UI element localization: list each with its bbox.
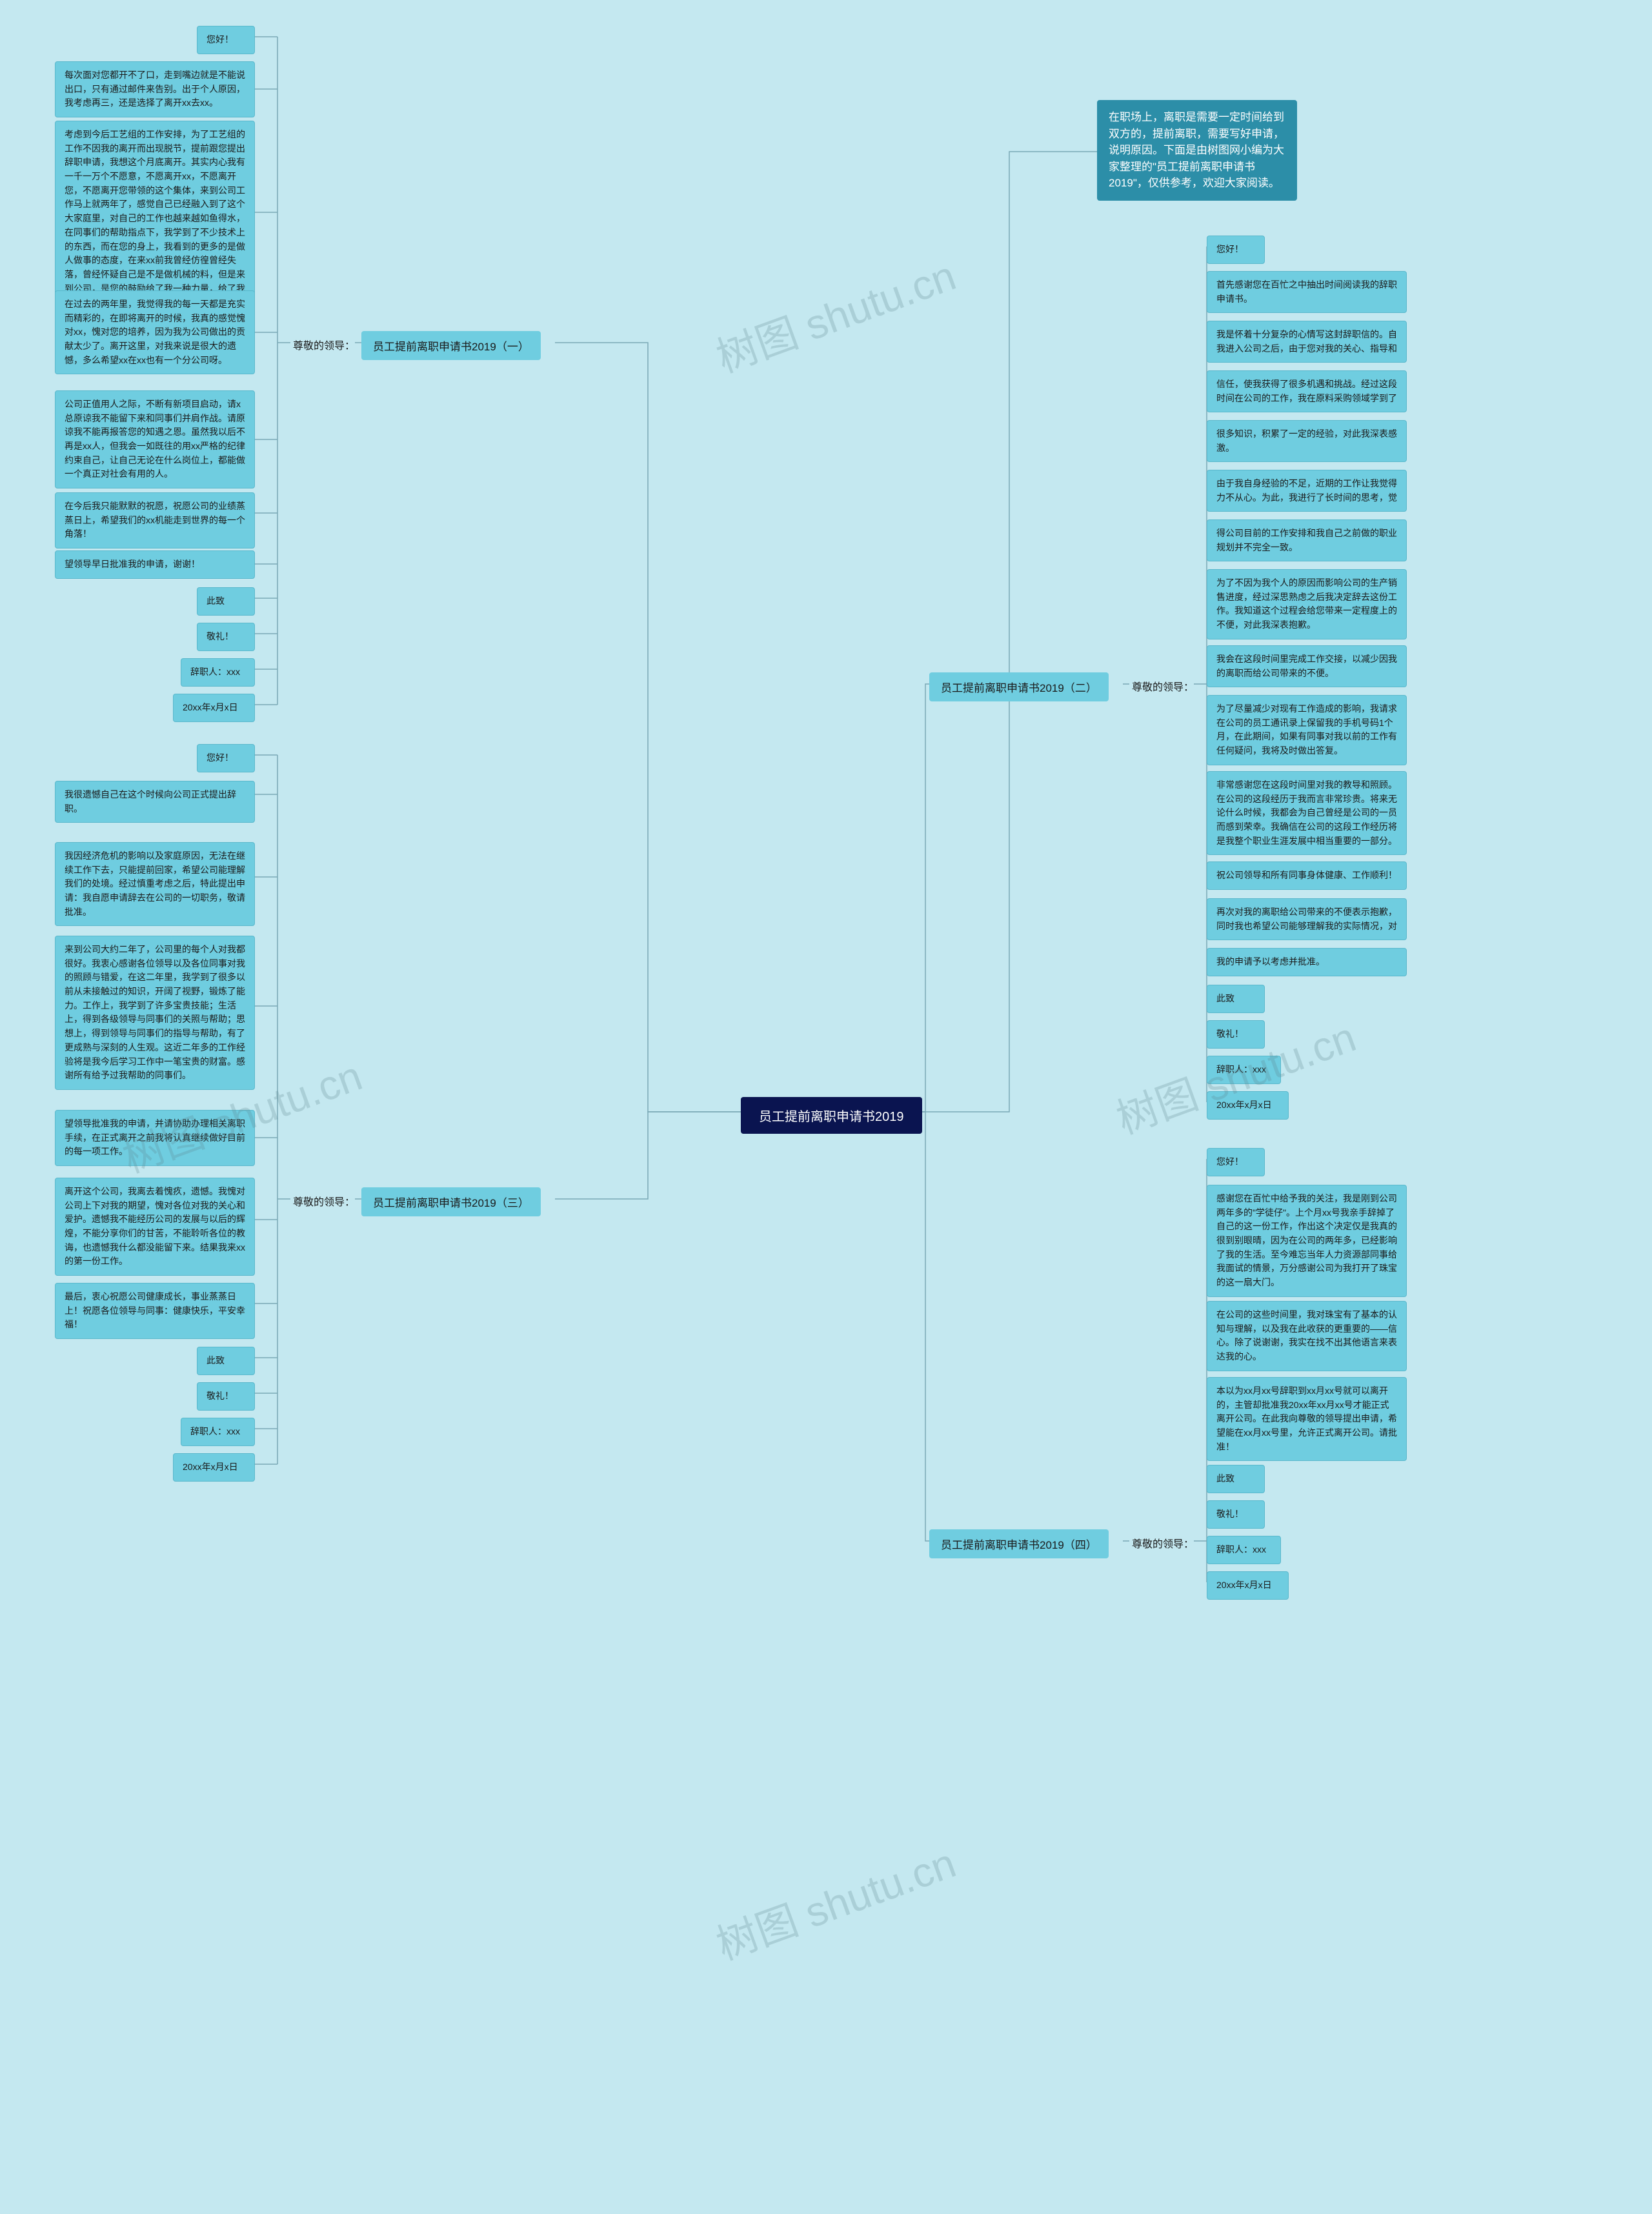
leaf-node: 再次对我的离职给公司带来的不便表示抱歉，同时我也希望公司能够理解我的实际情况，对	[1207, 898, 1407, 940]
center-node: 员工提前离职申请书2019	[741, 1097, 922, 1134]
leaf-node: 考虑到今后工艺组的工作安排，为了工艺组的工作不因我的离开而出现脱节，提前跟您提出…	[55, 121, 255, 317]
leaf-node: 此致	[197, 1347, 255, 1375]
leaf-node: 本以为xx月xx号辞职到xx月xx号就可以离开的，主管却批准我20xx年xx月x…	[1207, 1377, 1407, 1461]
section-node: 员工提前离职申请书2019（一）	[361, 331, 541, 360]
salutation-label: 尊敬的领导：	[290, 334, 358, 355]
leaf-node: 每次面对您都开不了口，走到嘴边就是不能说出口，只有通过邮件来告别。出于个人原因，…	[55, 61, 255, 117]
section-node: 员工提前离职申请书2019（三）	[361, 1187, 541, 1216]
salutation-label: 尊敬的领导：	[1129, 1533, 1196, 1553]
leaf-node: 此致	[1207, 985, 1265, 1013]
leaf-node: 得公司目前的工作安排和我自己之前做的职业规划并不完全一致。	[1207, 519, 1407, 561]
leaf-node: 辞职人：xxx	[181, 1418, 255, 1446]
leaf-node: 此致	[197, 587, 255, 616]
leaf-node: 为了不因为我个人的原因而影响公司的生产销售进度，经过深思熟虑之后我决定辞去这份工…	[1207, 569, 1407, 639]
watermark: 树图 shutu.cn	[707, 243, 963, 384]
leaf-node: 很多知识，积累了一定的经验，对此我深表感激。	[1207, 420, 1407, 462]
leaf-node: 我的申请予以考虑并批准。	[1207, 948, 1407, 976]
leaf-node: 您好！	[1207, 1148, 1265, 1176]
leaf-node: 最后，衷心祝愿公司健康成长，事业蒸蒸日上！祝愿各位领导与同事：健康快乐，平安幸福…	[55, 1283, 255, 1339]
leaf-node: 我是怀着十分复杂的心情写这封辞职信的。自我进入公司之后，由于您对我的关心、指导和	[1207, 321, 1407, 363]
leaf-node: 望领导早日批准我的申请，谢谢！	[55, 550, 255, 579]
leaf-node: 您好！	[197, 744, 255, 772]
leaf-node: 敬礼！	[1207, 1500, 1265, 1529]
leaf-node: 由于我自身经验的不足，近期的工作让我觉得力不从心。为此，我进行了长时间的思考，觉	[1207, 470, 1407, 512]
leaf-node: 在过去的两年里，我觉得我的每一天都是充实而精彩的，在即将离开的时候，我真的感觉愧…	[55, 290, 255, 374]
leaf-node: 辞职人：xxx	[181, 658, 255, 687]
leaf-node: 祝公司领导和所有同事身体健康、工作顺利！	[1207, 861, 1407, 890]
leaf-node: 20xx年x月x日	[173, 694, 255, 722]
salutation-label: 尊敬的领导：	[1129, 676, 1196, 696]
leaf-node: 辞职人：xxx	[1207, 1536, 1281, 1564]
leaf-node: 我很遗憾自己在这个时候向公司正式提出辞职。	[55, 781, 255, 823]
leaf-node: 首先感谢您在百忙之中抽出时间阅读我的辞职申请书。	[1207, 271, 1407, 313]
leaf-node: 为了尽量减少对现有工作造成的影响，我请求在公司的员工通讯录上保留我的手机号码1个…	[1207, 695, 1407, 765]
section-node: 员工提前离职申请书2019（二）	[929, 672, 1109, 701]
leaf-node: 20xx年x月x日	[1207, 1091, 1289, 1120]
leaf-node: 敬礼！	[197, 1382, 255, 1411]
leaf-node: 离开这个公司，我离去着愧疚，遗憾。我愧对公司上下对我的期望，愧对各位对我的关心和…	[55, 1178, 255, 1276]
leaf-node: 您好！	[197, 26, 255, 54]
salutation-label: 尊敬的领导：	[290, 1191, 358, 1211]
watermark: 树图 shutu.cn	[707, 1830, 963, 1971]
leaf-node: 我会在这段时间里完成工作交接，以减少因我的离职而给公司带来的不便。	[1207, 645, 1407, 687]
leaf-node: 20xx年x月x日	[173, 1453, 255, 1482]
leaf-node: 来到公司大约二年了，公司里的每个人对我都很好。我衷心感谢各位领导以及各位同事对我…	[55, 936, 255, 1090]
leaf-node: 望领导批准我的申请，并请协助办理相关离职手续，在正式离开之前我将认真继续做好目前…	[55, 1110, 255, 1166]
leaf-node: 敬礼！	[197, 623, 255, 651]
leaf-node: 信任，使我获得了很多机遇和挑战。经过这段时间在公司的工作，我在原料采购领域学到了	[1207, 370, 1407, 412]
leaf-node: 20xx年x月x日	[1207, 1571, 1289, 1600]
leaf-node: 敬礼！	[1207, 1020, 1265, 1049]
leaf-node: 在今后我只能默默的祝愿，祝愿公司的业绩蒸蒸日上，希望我们的xx机能走到世界的每一…	[55, 492, 255, 548]
leaf-node: 非常感谢您在这段时间里对我的教导和照顾。在公司的这段经历于我而言非常珍贵。将来无…	[1207, 771, 1407, 855]
leaf-node: 我因经济危机的影响以及家庭原因，无法在继续工作下去，只能提前回家，希望公司能理解…	[55, 842, 255, 926]
leaf-node: 在公司的这些时间里，我对珠宝有了基本的认知与理解，以及我在此收获的更重要的——信…	[1207, 1301, 1407, 1371]
intro-node: 在职场上，离职是需要一定时间给到双方的，提前离职，需要写好申请，说明原因。下面是…	[1097, 100, 1297, 201]
leaf-node: 辞职人：xxx	[1207, 1056, 1281, 1084]
leaf-node: 公司正值用人之际，不断有新项目启动，请x总原谅我不能留下来和同事们并肩作战。请原…	[55, 390, 255, 488]
leaf-node: 您好！	[1207, 236, 1265, 264]
leaf-node: 此致	[1207, 1465, 1265, 1493]
leaf-node: 感谢您在百忙中给予我的关注，我是刚到公司两年多的"学徒仔"。上个月xx号我亲手辞…	[1207, 1185, 1407, 1297]
section-node: 员工提前离职申请书2019（四）	[929, 1529, 1109, 1558]
